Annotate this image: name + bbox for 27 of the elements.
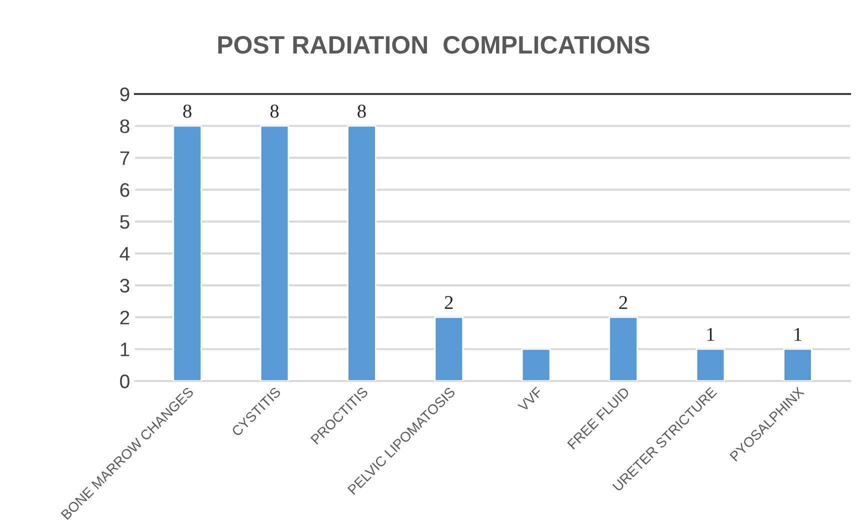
x-tick-label: VVF bbox=[517, 386, 543, 412]
y-tick-label: 0 bbox=[120, 374, 130, 388]
data-label: 1 bbox=[794, 328, 802, 341]
bar bbox=[608, 316, 638, 381]
data-label: 2 bbox=[444, 296, 453, 309]
data-label: 8 bbox=[270, 104, 279, 118]
y-tick-label: 1 bbox=[120, 342, 130, 356]
bar bbox=[521, 348, 551, 381]
data-label: 1 bbox=[707, 328, 714, 341]
y-tick-label: 8 bbox=[120, 119, 130, 134]
bar bbox=[434, 316, 464, 381]
chart-title: POST RADIATION COMPLICATIONS bbox=[218, 36, 650, 54]
data-label: 8 bbox=[358, 104, 366, 118]
y-tick-label: 9 bbox=[120, 87, 130, 102]
bar bbox=[347, 125, 376, 381]
y-tick-label: 3 bbox=[120, 278, 130, 293]
y-tick-label: 5 bbox=[120, 215, 130, 229]
bar bbox=[172, 125, 202, 381]
bar bbox=[260, 125, 290, 381]
y-tick-label: 4 bbox=[120, 247, 130, 260]
y-tick-label: 7 bbox=[120, 151, 130, 165]
y-tick-label: 2 bbox=[120, 310, 130, 324]
y-tick-label: 6 bbox=[120, 183, 130, 197]
data-label: 8 bbox=[183, 104, 192, 118]
data-label: 2 bbox=[619, 296, 628, 309]
bar bbox=[696, 348, 726, 381]
bar bbox=[783, 348, 812, 381]
